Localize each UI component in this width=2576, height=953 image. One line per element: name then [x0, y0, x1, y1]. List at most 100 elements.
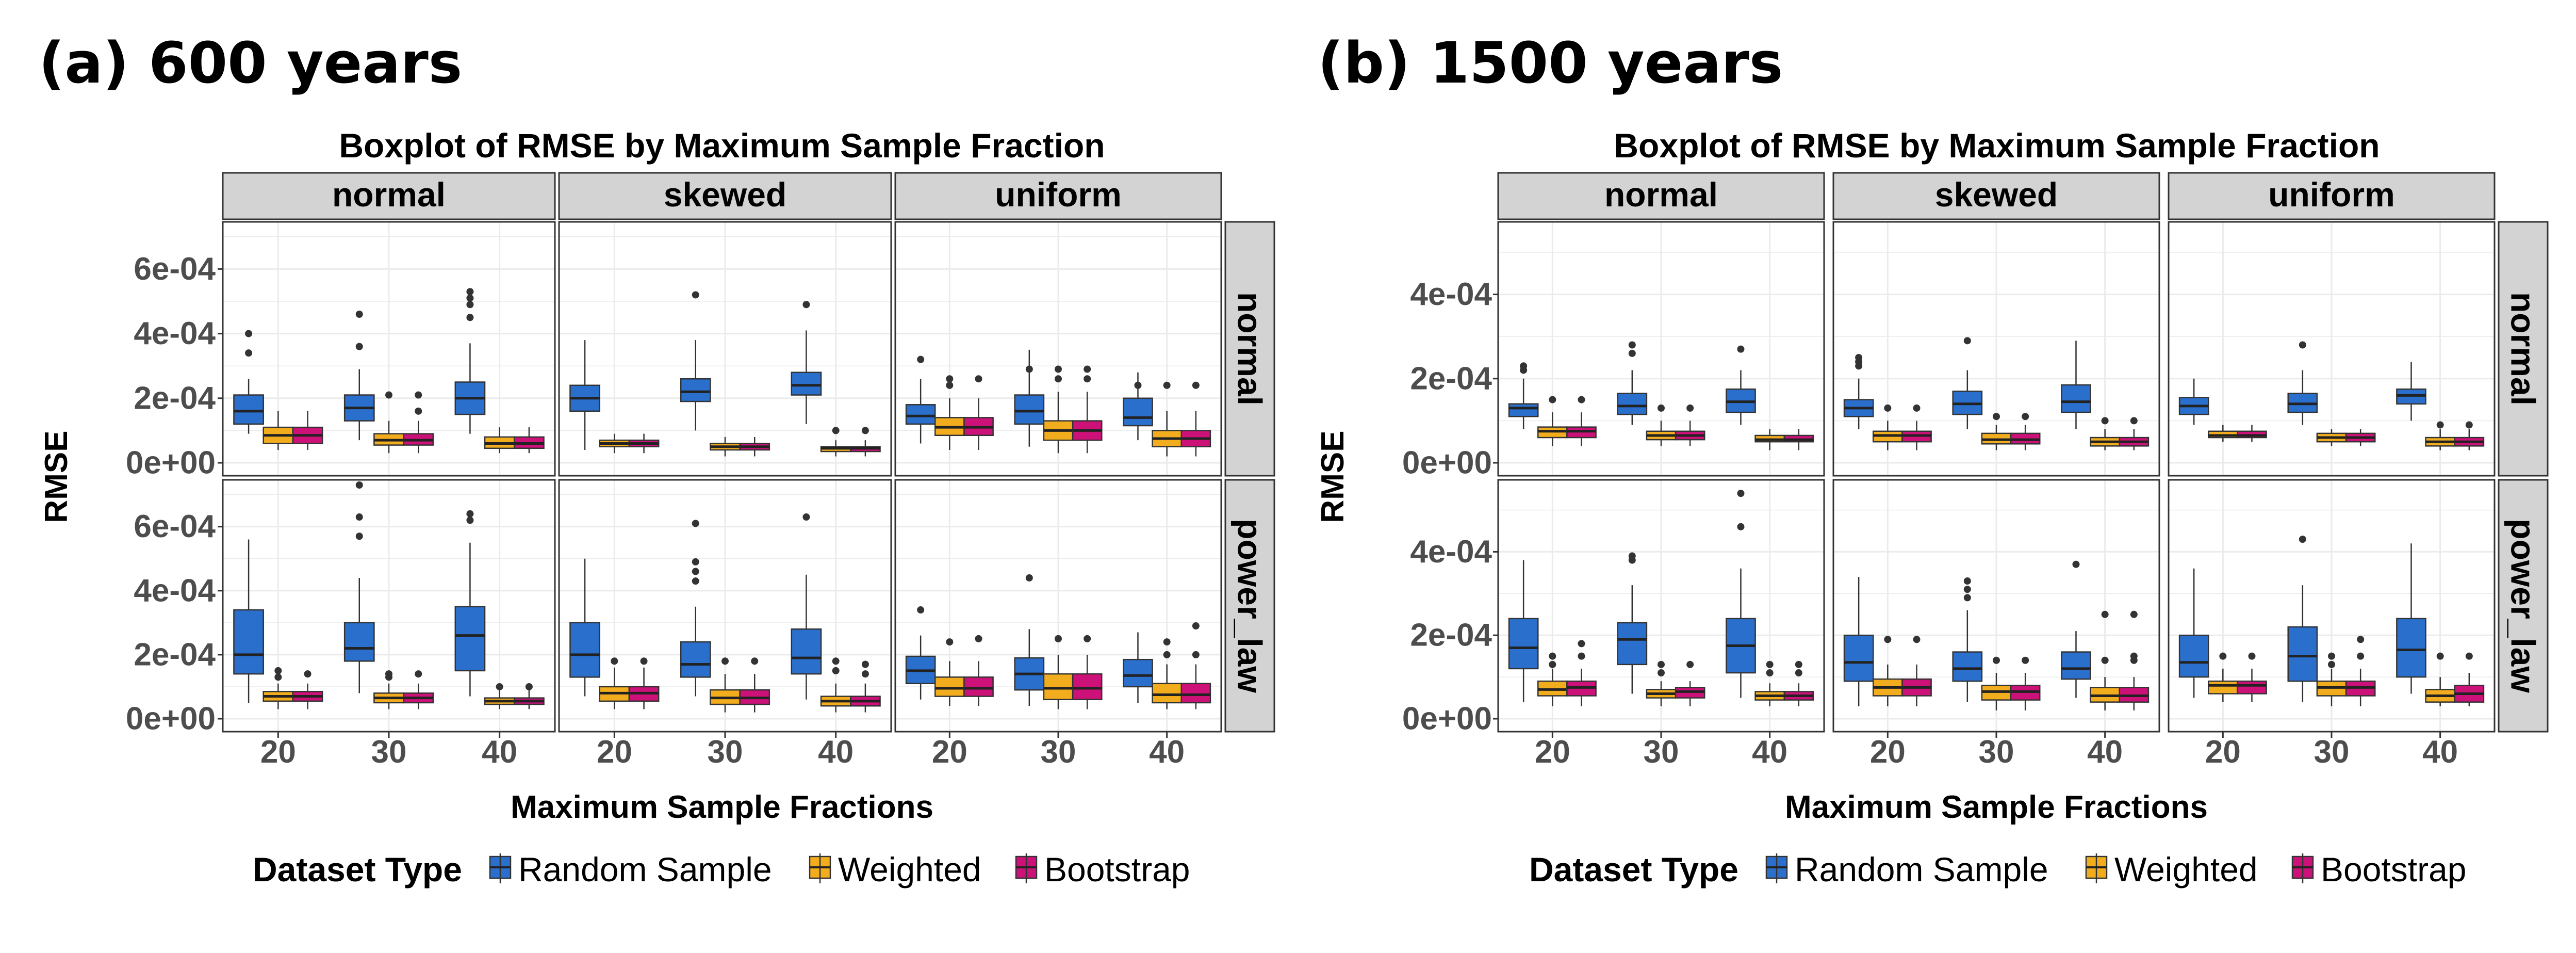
- box-body: [1014, 394, 1045, 425]
- chart-panel-b: (b) 1500 years Boxplot of RMSE by Maximum…: [1315, 30, 2549, 889]
- facet-panel: [894, 479, 1222, 733]
- facet-label-row: power_law: [1231, 519, 1269, 693]
- outlier-point: [721, 657, 729, 665]
- outlier-point: [692, 577, 699, 585]
- outlier-point: [1658, 404, 1665, 412]
- outlier-point: [692, 291, 699, 299]
- x-tick-label: 40: [2087, 734, 2123, 770]
- outlier-point: [1025, 365, 1033, 373]
- outlier-point: [1766, 660, 1774, 668]
- outlier-point: [525, 683, 533, 690]
- legend-key: [2085, 853, 2108, 883]
- facet-strip-col: [222, 172, 556, 220]
- y-tick-label: 2e-04: [1410, 361, 1492, 396]
- outlier-point: [2357, 636, 2365, 643]
- outlier-point: [1658, 660, 1665, 668]
- outlier-point: [861, 670, 869, 678]
- outlier-point: [1686, 660, 1694, 668]
- facet-label-col: normal: [332, 175, 446, 214]
- box-body: [680, 378, 711, 402]
- outlier-point: [1134, 381, 1142, 389]
- outlier-point: [2299, 536, 2306, 543]
- outlier-point: [1192, 622, 1200, 630]
- outlier-point: [466, 294, 474, 302]
- x-tick-label: 30: [708, 734, 743, 770]
- outlier-point: [245, 330, 253, 337]
- legend-key: [1015, 853, 1038, 883]
- y-tick-label: 2e-04: [134, 637, 216, 672]
- panel-label: (b) 1500 years: [1318, 30, 1783, 96]
- outlier-point: [692, 558, 699, 566]
- x-tick-label: 30: [1979, 734, 2014, 770]
- x-tick-label: 20: [1870, 734, 1906, 770]
- legend-label: Weighted: [2114, 850, 2258, 889]
- box-body: [791, 371, 822, 396]
- facet-label-col: skewed: [664, 175, 786, 214]
- x-tick-label: 30: [1644, 734, 1679, 770]
- x-tick-label: 20: [260, 734, 296, 770]
- box-body: [343, 622, 375, 662]
- outlier-point: [1549, 652, 1556, 660]
- facet-label-row: normal: [2504, 292, 2542, 406]
- outlier-point: [385, 391, 392, 399]
- facet-strip-col: [894, 172, 1222, 220]
- facet-panel: [222, 479, 556, 733]
- box-body: [1508, 403, 1539, 417]
- outlier-point: [1578, 396, 1585, 403]
- outlier-point: [466, 510, 474, 518]
- outlier-point: [1084, 375, 1091, 383]
- facet-strip-row: [1224, 479, 1275, 733]
- outlier-point: [466, 301, 474, 309]
- outlier-point: [917, 606, 925, 614]
- legend: Dataset Type Random Sample Weighted Bootstr…: [1529, 850, 2467, 889]
- facet-label-row: power_law: [2504, 519, 2542, 693]
- outlier-point: [832, 667, 840, 674]
- outlier-point: [415, 391, 422, 399]
- outlier-point: [2130, 610, 2138, 618]
- box-body: [1952, 651, 1983, 682]
- box-body: [233, 609, 264, 675]
- outlier-point: [415, 407, 422, 415]
- box-body: [1617, 622, 1648, 666]
- outlier-point: [1163, 381, 1171, 389]
- x-tick-label: 30: [2314, 734, 2350, 770]
- facet-label-col: uniform: [2268, 175, 2395, 214]
- outlier-point: [1963, 594, 1971, 602]
- y-tick-label: 0e+00: [1402, 701, 1492, 737]
- y-tick-label: 2e-04: [134, 380, 216, 416]
- outlier-point: [2299, 341, 2306, 349]
- box-body: [791, 628, 822, 675]
- outlier-point: [1055, 375, 1062, 383]
- box-body: [2207, 680, 2238, 694]
- facet-strip-col: [1832, 172, 2160, 220]
- outlier-point: [1963, 577, 1971, 585]
- outlier-point: [2436, 421, 2444, 429]
- outlier-point: [355, 513, 363, 521]
- outlier-point: [861, 660, 869, 668]
- box-body: [2061, 651, 2091, 680]
- box-body: [2178, 634, 2209, 678]
- x-tick-label: 20: [597, 734, 632, 770]
- outlier-point: [1963, 337, 1971, 345]
- y-tick-label: 4e-04: [1410, 534, 1492, 570]
- y-tick-label: 0e+00: [126, 445, 216, 481]
- legend-key: [489, 853, 512, 883]
- outlier-point: [1884, 636, 1892, 643]
- outlier-point: [1055, 365, 1062, 373]
- outlier-point: [1578, 652, 1585, 660]
- y-axis-title: RMSE: [1315, 430, 1351, 523]
- outlier-point: [2022, 413, 2029, 421]
- outlier-point: [2248, 652, 2256, 660]
- facet-panel: [222, 221, 556, 477]
- facet-strip-col: [558, 172, 892, 220]
- outlier-point: [274, 673, 282, 681]
- box-body: [1123, 658, 1153, 688]
- y-tick-label: 4e-04: [134, 316, 216, 351]
- outlier-point: [946, 375, 954, 383]
- outlier-point: [2101, 610, 2109, 618]
- outlier-point: [2130, 417, 2138, 425]
- outlier-point: [1192, 651, 1200, 658]
- outlier-point: [692, 520, 699, 527]
- legend-title: Dataset Type: [253, 850, 462, 889]
- outlier-point: [1795, 669, 1802, 677]
